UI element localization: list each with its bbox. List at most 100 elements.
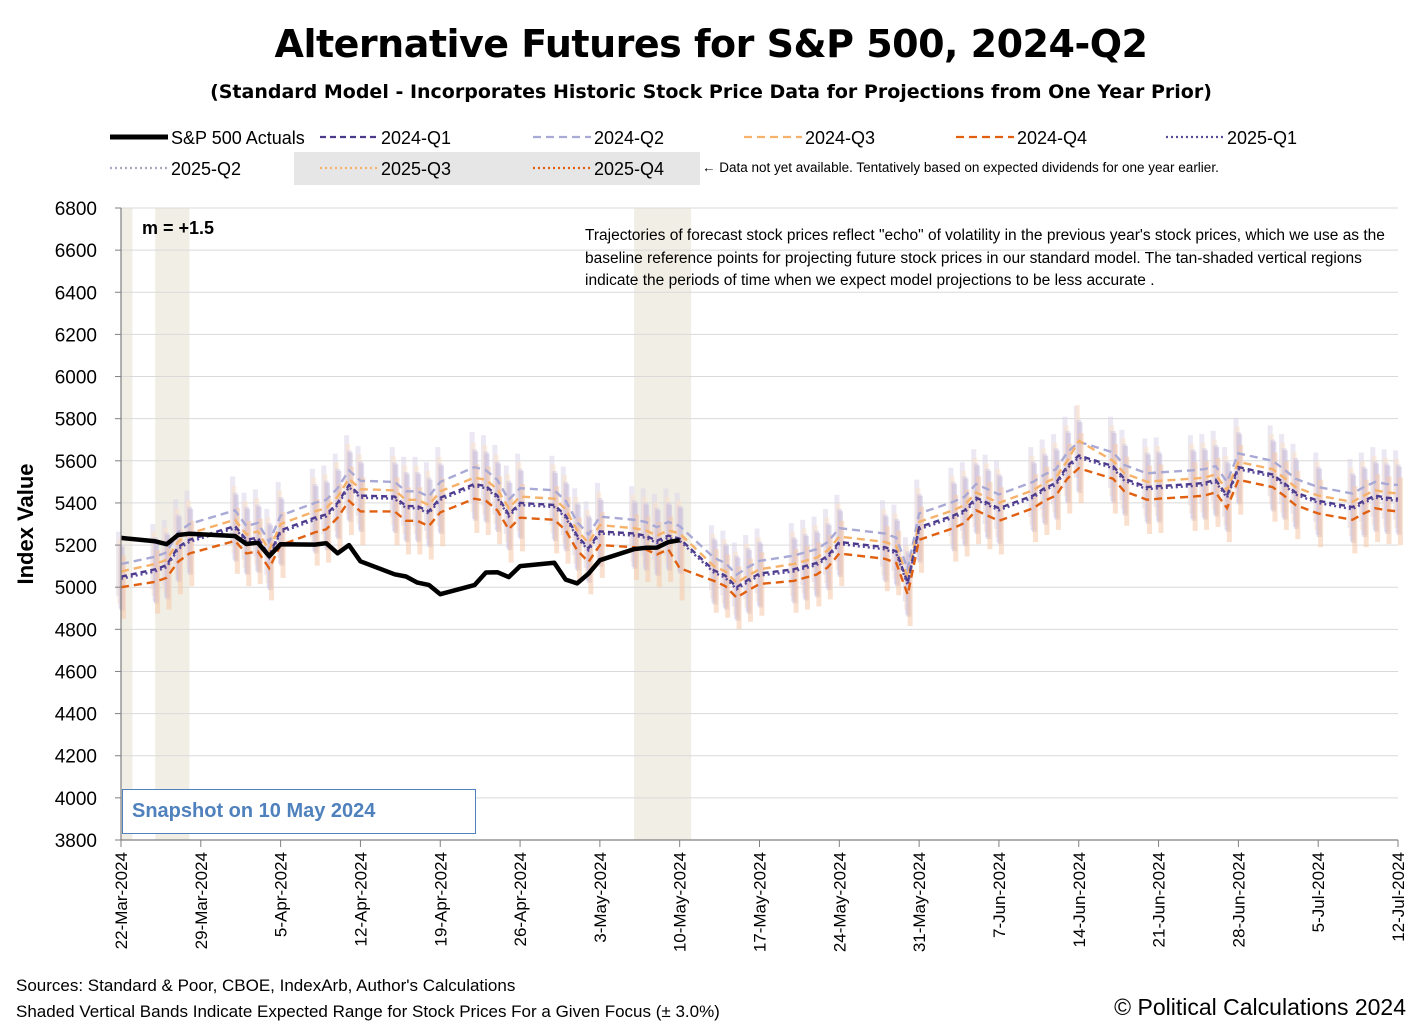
expected-range-band — [394, 477, 400, 546]
expected-range-band — [1147, 465, 1153, 534]
expected-range-band — [1226, 474, 1232, 543]
y-axis-label: Index Value — [13, 463, 38, 584]
legend-label: 2025-Q3 — [381, 159, 451, 179]
expected-range-band — [1283, 461, 1289, 530]
expected-range-band — [747, 558, 753, 622]
annotation-text: Trajectories of forecast stock prices re… — [585, 227, 1385, 289]
x-tick-label: 12-Apr-2024 — [351, 852, 370, 947]
expected-range-bands — [116, 404, 1403, 630]
expected-range-band — [668, 516, 674, 583]
expected-range-band — [759, 552, 765, 616]
expected-range-band — [1112, 443, 1118, 514]
x-tick-label: 14-Jun-2024 — [1070, 852, 1089, 947]
legend-label: 2024-Q3 — [805, 128, 875, 148]
series-line-2024-Q1 — [120, 454, 1399, 589]
x-tick-label: 22-Mar-2024 — [112, 852, 131, 949]
expected-range-band — [348, 466, 354, 536]
expected-range-band — [896, 530, 902, 596]
series-lines — [120, 439, 1399, 600]
y-tick-label: 5200 — [55, 536, 97, 557]
expected-range-band — [166, 545, 172, 610]
y-tick-label: 4200 — [55, 747, 97, 768]
expected-range-band — [485, 466, 491, 536]
legend: S&P 500 Actuals 2024-Q1 2024-Q2 2024-Q3 2024… — [110, 128, 1297, 185]
expected-range-band — [565, 497, 571, 564]
expected-range-band — [839, 520, 845, 587]
x-tick-label: 24-May-2024 — [830, 852, 849, 952]
series-line-actuals — [120, 531, 681, 597]
expected-range-band — [1295, 470, 1301, 540]
y-tick-label: 5800 — [55, 410, 97, 431]
expected-range-band — [508, 495, 514, 563]
expected-range-band — [1238, 444, 1244, 515]
y-tick-label: 4400 — [55, 705, 97, 726]
tan-shaded-regions — [121, 208, 692, 840]
expected-range-band — [576, 517, 582, 584]
x-tick-label: 12-Jul-2024 — [1389, 852, 1408, 942]
series-line-2024-Q4 — [120, 466, 1399, 600]
x-tick-label: 17-May-2024 — [751, 852, 770, 952]
x-tick-label: 19-Apr-2024 — [431, 852, 450, 947]
expected-range-band — [337, 483, 343, 552]
y-tick-label: 6600 — [55, 241, 97, 262]
expected-range-band — [736, 566, 742, 630]
expected-range-band — [679, 536, 685, 601]
series-line-2024-Q2 — [120, 440, 1399, 577]
expected-range-band — [1397, 477, 1403, 546]
expected-range-band — [428, 492, 434, 560]
expected-range-band — [816, 542, 822, 607]
legend-label: 2024-Q1 — [381, 128, 451, 148]
tan-region — [155, 208, 190, 840]
legend-label: 2024-Q2 — [594, 128, 664, 148]
x-tick-label: 21-Jun-2024 — [1150, 852, 1169, 947]
y-tick-label: 4600 — [55, 662, 97, 683]
x-tick-label: 5-Jul-2024 — [1309, 852, 1328, 932]
x-tick-label: 29-Mar-2024 — [192, 852, 211, 949]
expected-range-band — [953, 494, 959, 562]
expected-range-band — [1124, 456, 1130, 526]
y-tick-label: 5000 — [55, 578, 97, 599]
expected-range-band — [155, 550, 161, 614]
expected-range-band — [907, 563, 913, 626]
m-label: m = +1.5 — [142, 218, 215, 238]
x-tick-label: 31-May-2024 — [910, 852, 929, 952]
expected-range-band — [964, 489, 970, 557]
x-tick-label: 3-May-2024 — [591, 852, 610, 943]
expected-range-band — [497, 476, 503, 545]
y-tick-label: 5400 — [55, 494, 97, 515]
tan-region — [121, 208, 133, 840]
y-tick-label: 3800 — [55, 831, 97, 852]
x-tick-label: 7-Jun-2024 — [990, 852, 1009, 938]
expected-range-band — [234, 507, 240, 574]
y-tick-label: 6200 — [55, 325, 97, 346]
expected-range-band — [554, 486, 560, 554]
expected-range-band — [1078, 433, 1084, 504]
x-tick-label: 10-May-2024 — [671, 852, 690, 952]
y-tick-label: 6400 — [55, 283, 97, 304]
expected-range-band — [177, 529, 183, 595]
legend-label: 2025-Q2 — [171, 159, 241, 179]
snapshot-box: Snapshot on 10 May 2024 — [122, 789, 476, 834]
x-tick-label: 5-Apr-2024 — [272, 852, 291, 937]
series-line-2024-Q3 — [120, 439, 1399, 585]
chart-title: Alternative Futures for S&P 500, 2024-Q2 — [274, 22, 1148, 66]
y-tick-label: 6000 — [55, 368, 97, 389]
expected-range-band — [257, 518, 263, 585]
legend-note: ← Data not yet available. Tentatively ba… — [702, 160, 1219, 175]
expected-range-band — [326, 495, 332, 563]
expected-range-band — [1215, 457, 1221, 527]
copyright: © Political Calculations 2024 — [1114, 994, 1406, 1020]
legend-label: 2025-Q1 — [1227, 128, 1297, 148]
expected-range-band — [1044, 466, 1050, 536]
x-tick-label: 28-Jun-2024 — [1229, 852, 1248, 947]
expected-range-band — [588, 529, 594, 595]
y-tick-label: 4000 — [55, 789, 97, 810]
legend-label: 2024-Q4 — [1017, 128, 1087, 148]
axes: 3800 4000 4200 4400 4600 4800 5000 5200 5400 5600… — [13, 199, 1408, 952]
y-tick-label: 6800 — [55, 199, 97, 220]
expected-range-band — [1067, 443, 1073, 514]
expected-range-band — [713, 549, 719, 613]
chart-subtitle: (Standard Model - Incorporates Historic … — [210, 81, 1212, 103]
bands-note: Shaded Vertical Bands Indicate Expected … — [16, 1002, 720, 1021]
